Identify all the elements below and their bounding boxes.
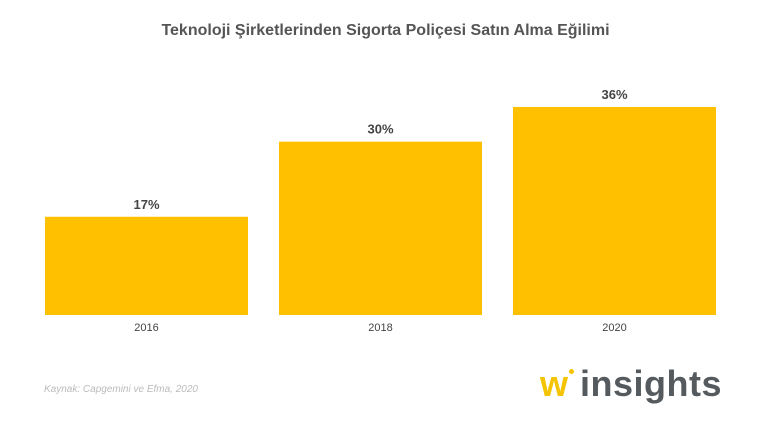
source-note: Kaynak: Capgemini ve Efma, 2020 — [44, 384, 198, 395]
data-label: 36% — [601, 87, 627, 102]
x-tick-label: 2020 — [602, 322, 626, 334]
logo-dot — [569, 369, 575, 374]
logo-w: w — [540, 363, 569, 404]
x-tick-label: 2018 — [368, 322, 392, 334]
insights-logo: w insights — [540, 362, 722, 412]
bar-2018 — [279, 141, 482, 315]
x-tick-label: 2016 — [134, 322, 158, 334]
bar-2016 — [45, 216, 248, 315]
chart-title: Teknoloji Şirketlerinden Sigorta Poliçes… — [161, 22, 610, 39]
data-label: 30% — [367, 122, 393, 137]
data-label: 17% — [133, 197, 159, 212]
bar-2020 — [513, 107, 716, 315]
logo-insights: insights — [580, 363, 723, 404]
